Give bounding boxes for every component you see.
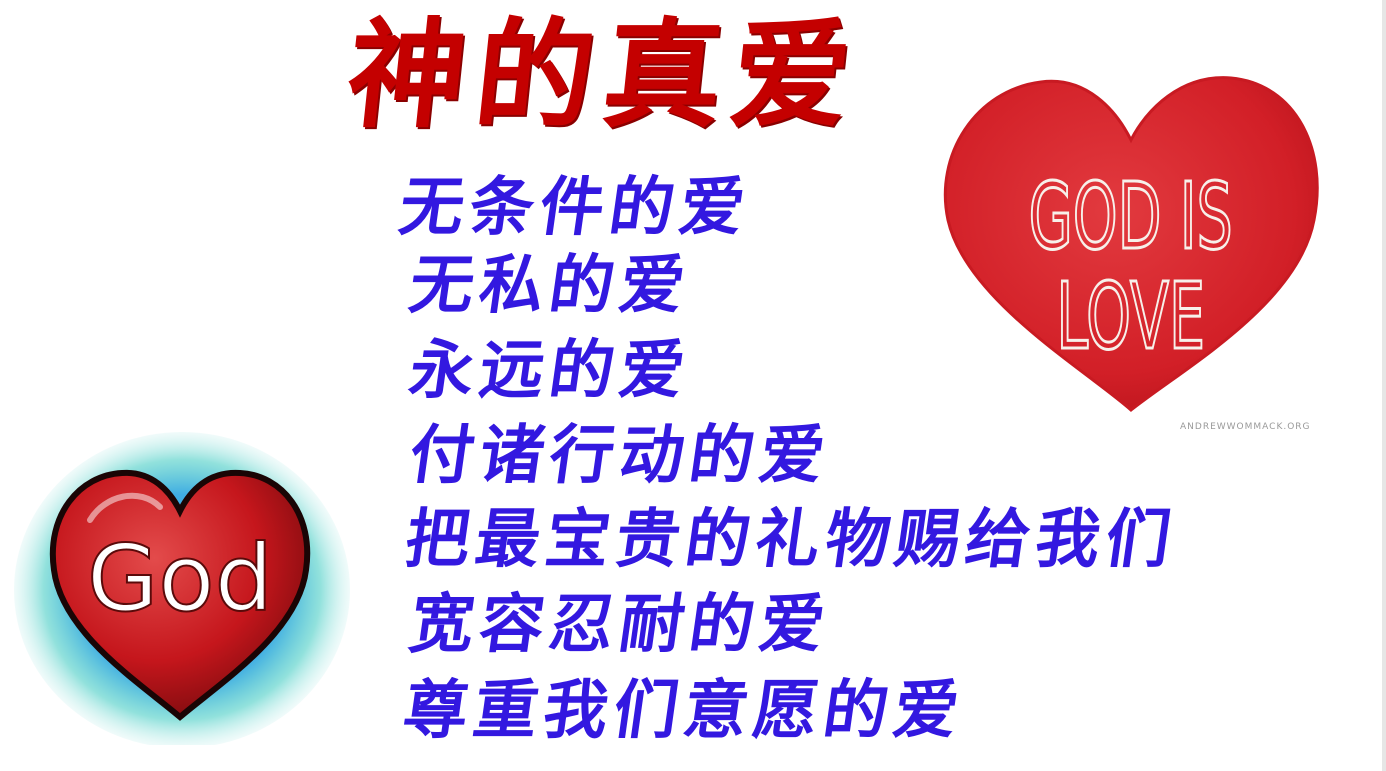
god-heart-text: God [87,525,273,632]
watermark-text: ANDREWWOMMACK.ORG [1180,422,1311,432]
love-line-3: 永远的爱 [404,333,696,408]
love-line-6: 宽容忍耐的爱 [404,587,836,662]
love-line-7: 尊重我们意愿的爱 [398,673,970,748]
page-title: 神的真爱 [340,5,868,144]
god-is-love-heart-image: GOD IS LOVE [943,76,1319,412]
love-line-4: 付诸行动的爱 [404,418,836,493]
right-edge-line [1382,0,1386,771]
love-line-5: 把最宝贵的礼物赐给我们 [400,502,1182,577]
love-line-1: 无条件的爱 [394,170,756,245]
svg-text:GOD IS: GOD IS [1029,164,1233,271]
svg-text:LOVE: LOVE [1056,264,1205,371]
god-heart-image: God [14,432,350,745]
love-line-2: 无私的爱 [404,248,696,323]
heart-text: GOD IS LOVE [1027,163,1234,372]
